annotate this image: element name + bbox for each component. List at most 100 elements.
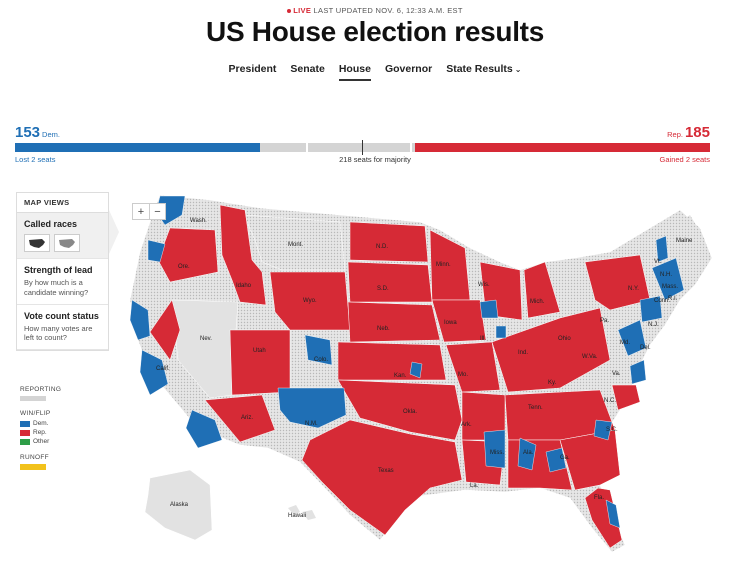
state-label: Md. — [620, 340, 630, 346]
us-district-map-icon[interactable] — [54, 234, 80, 252]
state-labels: Wash. Mont. N.D. Minn. Ore. Idaho S.D. W… — [156, 218, 693, 519]
legend-runoff-label: RUNOFF — [20, 454, 49, 461]
option-description: How many votes are left to count? — [24, 323, 93, 343]
state-label: Fla. — [594, 495, 604, 501]
results-nav: President Senate House Governor State Re… — [0, 63, 750, 81]
state-label: Utah — [253, 348, 266, 354]
state-label: Tenn. — [528, 405, 543, 411]
map-views-panel: MAP VIEWS Called races Strength of lead … — [16, 192, 109, 351]
zoom-in-button[interactable]: + — [137, 205, 145, 218]
nav-president[interactable]: President — [228, 63, 277, 75]
zoom-out-button[interactable]: − — [149, 204, 165, 219]
legend-entry: Other — [20, 438, 61, 445]
rep-seat-count: Rep. 185 — [667, 124, 710, 141]
state-label: N.D. — [376, 244, 388, 250]
state-label: Va. — [612, 371, 621, 377]
nav-state-results[interactable]: State Results ⌄ — [446, 63, 521, 81]
state-label: Iowa — [444, 320, 457, 326]
state-label: Wyo. — [303, 298, 317, 304]
map-views-heading: MAP VIEWS — [17, 193, 108, 213]
state-label: Conn. — [654, 298, 670, 304]
mont-block — [243, 214, 346, 271]
state-label: Maine — [676, 238, 693, 244]
state-label: N.Y. — [628, 286, 639, 292]
us-map-icon[interactable] — [24, 234, 50, 252]
strength-of-lead-option[interactable]: Strength of lead By how much is a candid… — [17, 259, 108, 305]
state-label: Ga. — [560, 455, 570, 461]
state-label: N.J. — [648, 322, 659, 328]
rep-seat-segment — [415, 143, 710, 152]
state-label: La. — [470, 483, 479, 489]
called-races-option[interactable]: Called races — [17, 213, 108, 259]
dem-seat-count: 153 Dem. — [15, 124, 60, 141]
vote-count-status-option[interactable]: Vote count status How many votes are lef… — [17, 305, 108, 350]
state-label: Ky. — [548, 380, 557, 386]
state-label: N.H. — [660, 272, 672, 278]
state-label: S.D. — [377, 286, 389, 292]
state-label: Mont. — [288, 242, 303, 248]
state-label: Texas — [378, 468, 394, 474]
map-legend: REPORTING WIN/FLIP Dem. Rep. Other RUNOF… — [20, 386, 61, 479]
dem-seat-segment — [15, 143, 260, 152]
legend-entry-label: Rep. — [33, 429, 47, 436]
hawaii-shape — [288, 505, 316, 520]
state-label: Colo. — [314, 357, 328, 363]
state-label: R.I. — [668, 296, 678, 302]
alaska-shape — [144, 469, 213, 541]
state-label: Mass. — [662, 284, 678, 290]
state-label: Del. — [640, 345, 651, 351]
state-label: Minn. — [436, 262, 451, 268]
state-label: N.M. — [305, 421, 318, 427]
legend-reporting-swatch — [20, 396, 46, 401]
state-label: Alaska — [170, 502, 189, 508]
state-label: Ohio — [558, 336, 571, 342]
bar-divider — [306, 143, 308, 152]
state-label: Ariz. — [241, 415, 253, 421]
live-status-line: LIVE LAST UPDATED NOV. 6, 12:33 A.M. EST — [0, 6, 750, 15]
dem-count-value: 153 — [15, 124, 41, 141]
option-title: Called races — [24, 219, 78, 229]
option-title: Strength of lead — [24, 265, 93, 275]
nav-state-results-label: State Results — [446, 63, 513, 75]
state-label: Ind. — [518, 350, 528, 356]
dem-districts — [129, 195, 685, 529]
state-label: N.C. — [604, 398, 616, 404]
live-label: LIVE — [293, 6, 312, 15]
state-label: S.C. — [606, 427, 618, 433]
state-label: Ore. — [178, 264, 190, 270]
state-label: Wash. — [190, 218, 207, 224]
legend-swatch — [20, 420, 30, 427]
nav-house[interactable]: House — [338, 63, 371, 81]
state-label: Vt. — [654, 259, 662, 265]
legend-reporting-label: REPORTING — [20, 386, 62, 393]
dem-count-label: Dem. — [42, 130, 60, 139]
state-label: Ala. — [523, 450, 534, 456]
majority-label: 218 seats for majority — [339, 155, 411, 164]
legend-swatch — [20, 438, 30, 445]
legend-runoff-swatch — [20, 464, 46, 470]
state-label: Ill. — [480, 336, 486, 342]
state-label: Pa. — [600, 318, 609, 324]
bar-divider — [410, 143, 412, 152]
live-dot-icon — [287, 9, 292, 14]
state-label: W.Va. — [582, 354, 598, 360]
option-description: By how much is a candidate winning? — [24, 278, 89, 297]
state-label: Calif. — [156, 366, 170, 372]
state-label: Ark. — [461, 422, 472, 428]
nav-governor[interactable]: Governor — [384, 63, 433, 75]
rep-count-label: Rep. — [667, 130, 683, 139]
rep-count-value: 185 — [684, 124, 710, 141]
state-label: Neb. — [377, 326, 390, 332]
state-label: Kan. — [394, 373, 407, 379]
legend-entry: Dem. — [20, 420, 61, 427]
option-title: Vote count status — [24, 310, 99, 321]
seat-balance-bar — [15, 140, 710, 155]
nav-senate[interactable]: Senate — [290, 63, 325, 75]
last-updated: LAST UPDATED NOV. 6, 12:33 A.M. EST — [313, 6, 463, 15]
state-label: Idaho — [236, 283, 252, 289]
state-label: Mich. — [530, 299, 545, 305]
legend-entry-label: Other — [33, 438, 50, 445]
legend-swatch — [20, 429, 30, 436]
state-label: Okla. — [403, 409, 417, 415]
